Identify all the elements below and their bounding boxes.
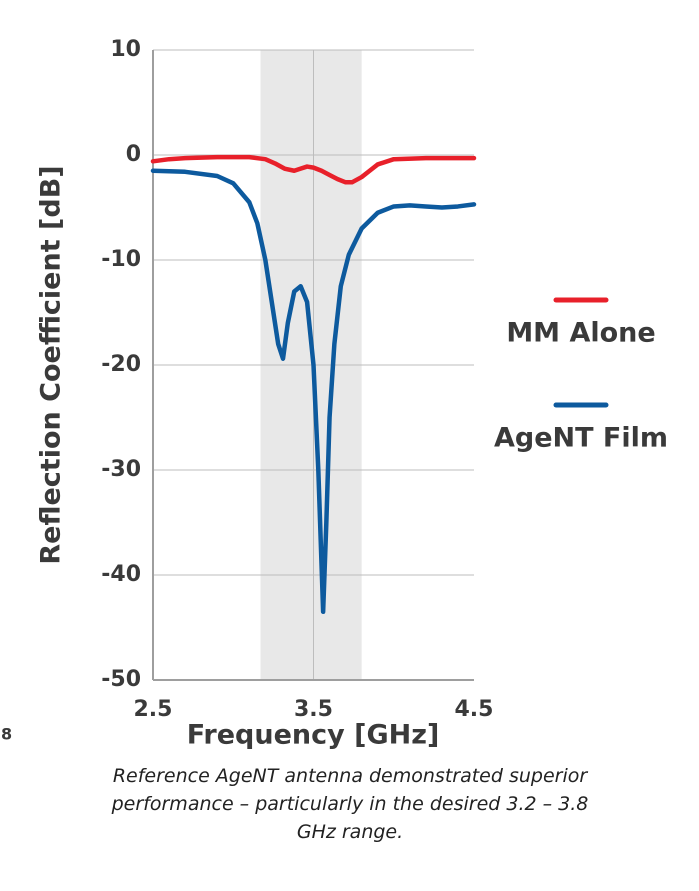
y-tick-label: -30 [101,457,141,482]
x-tick-label: 4.5 [455,697,494,722]
y-axis-label: Reflection Coefficient [dB] [36,165,67,564]
chart: 8 Frequency [GHz] Reflection Coefficient… [1,37,668,751]
y-tick-label: -40 [101,562,141,587]
y-tick-label: 0 [126,142,141,167]
y-tick-label: -50 [101,667,141,692]
x-axis-label: Frequency [GHz] [187,720,440,751]
y-tick-label: 10 [110,37,141,62]
legend-label: MM Alone [506,318,655,349]
x-tick-label: 2.5 [134,697,173,722]
x-tick-label: 3.5 [294,697,333,722]
fragment-text: 8 [1,725,12,744]
series-line [150,168,477,614]
caption: Reference AgeNT antenna demonstrated sup… [111,765,589,843]
y-tick-label: -10 [101,247,141,272]
y-tick-label: -20 [101,352,141,377]
legend-label: AgeNT Film [494,423,668,454]
series-line [150,154,477,185]
